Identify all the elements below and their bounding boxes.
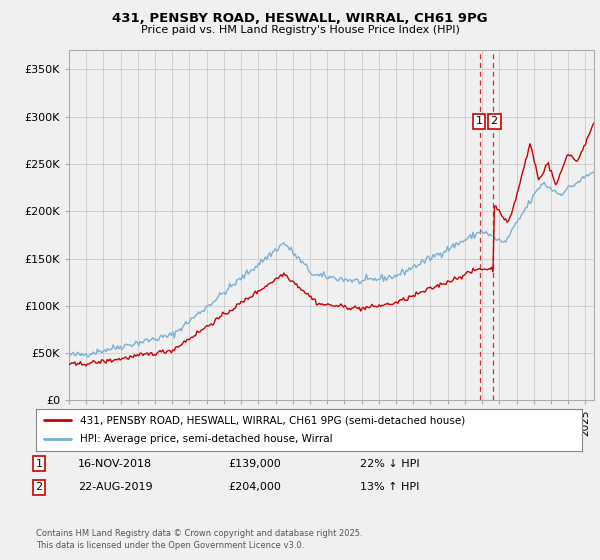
- Text: HPI: Average price, semi-detached house, Wirral: HPI: Average price, semi-detached house,…: [80, 435, 332, 445]
- Text: Contains HM Land Registry data © Crown copyright and database right 2025.
This d: Contains HM Land Registry data © Crown c…: [36, 529, 362, 550]
- Text: £204,000: £204,000: [228, 482, 281, 492]
- Text: 2: 2: [35, 482, 43, 492]
- Text: 13% ↑ HPI: 13% ↑ HPI: [360, 482, 419, 492]
- Text: 1: 1: [476, 116, 482, 127]
- Text: 1: 1: [35, 459, 43, 469]
- Text: 2: 2: [491, 116, 498, 127]
- Text: 16-NOV-2018: 16-NOV-2018: [78, 459, 152, 469]
- Text: Price paid vs. HM Land Registry's House Price Index (HPI): Price paid vs. HM Land Registry's House …: [140, 25, 460, 35]
- Text: £139,000: £139,000: [228, 459, 281, 469]
- Text: 431, PENSBY ROAD, HESWALL, WIRRAL, CH61 9PG: 431, PENSBY ROAD, HESWALL, WIRRAL, CH61 …: [112, 12, 488, 25]
- Text: 22% ↓ HPI: 22% ↓ HPI: [360, 459, 419, 469]
- Text: 431, PENSBY ROAD, HESWALL, WIRRAL, CH61 9PG (semi-detached house): 431, PENSBY ROAD, HESWALL, WIRRAL, CH61 …: [80, 415, 465, 425]
- Text: 22-AUG-2019: 22-AUG-2019: [78, 482, 152, 492]
